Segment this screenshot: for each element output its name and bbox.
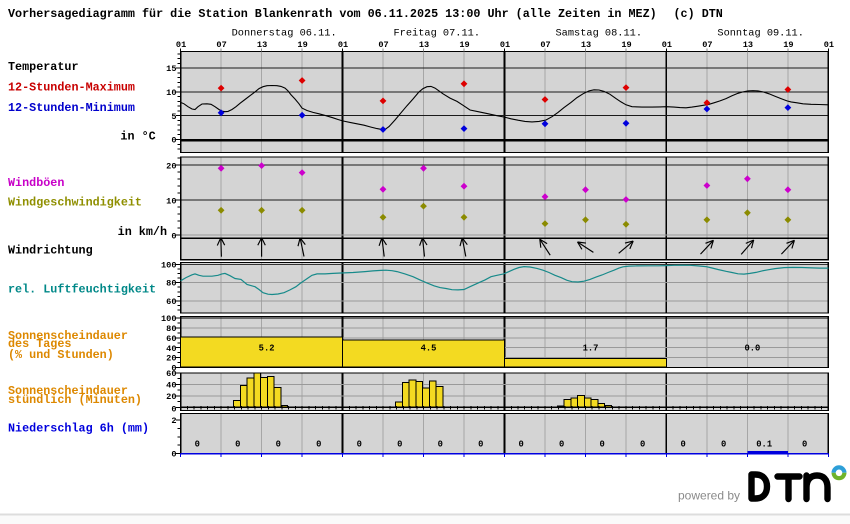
svg-text:01: 01 [500,40,510,50]
svg-text:0: 0 [316,440,321,450]
svg-text:19: 19 [459,40,469,50]
svg-text:Freitag 07.11.: Freitag 07.11. [394,28,481,40]
svg-text:Donnerstag 06.11.: Donnerstag 06.11. [232,28,337,40]
svg-text:Windgeschwindigkeit: Windgeschwindigkeit [8,196,142,210]
svg-text:0: 0 [721,440,726,450]
svg-text:0: 0 [171,450,176,460]
svg-text:01: 01 [338,40,348,50]
svg-text:(c) DTN: (c) DTN [674,7,723,21]
svg-text:0: 0 [171,405,176,415]
svg-text:07: 07 [540,40,550,50]
svg-text:0: 0 [397,440,402,450]
svg-text:0: 0 [478,440,483,450]
svg-text:Sonnenscheindauer: Sonnenscheindauer [8,329,128,343]
svg-text:12-Stunden-Minimum: 12-Stunden-Minimum [8,101,135,115]
svg-text:in °C: in °C [120,130,155,144]
svg-text:07: 07 [216,40,226,50]
svg-text:0: 0 [195,440,200,450]
svg-text:0: 0 [357,440,362,450]
svg-text:40: 40 [166,381,176,391]
svg-text:13: 13 [419,40,429,50]
svg-text:Samstag 08.11.: Samstag 08.11. [556,28,643,40]
svg-text:0: 0 [681,440,686,450]
svg-text:0: 0 [171,364,176,374]
svg-text:15: 15 [166,64,176,74]
svg-text:0: 0 [600,440,605,450]
svg-text:0: 0 [235,440,240,450]
svg-text:01: 01 [662,40,672,50]
svg-text:10: 10 [166,88,176,98]
svg-text:20: 20 [166,161,176,171]
svg-text:20: 20 [166,354,176,364]
svg-text:2: 2 [171,416,176,426]
svg-text:13: 13 [743,40,753,50]
svg-text:0: 0 [438,440,443,450]
svg-text:19: 19 [783,40,793,50]
svg-text:5: 5 [171,112,176,122]
svg-text:80: 80 [166,279,176,289]
svg-text:0.0: 0.0 [744,344,760,354]
svg-text:des Tages: des Tages [8,337,71,351]
svg-text:100: 100 [161,260,176,270]
svg-text:13: 13 [581,40,591,50]
svg-text:12-Stunden-Maximum: 12-Stunden-Maximum [8,81,135,95]
svg-text:Windrichtung: Windrichtung [8,244,93,258]
svg-text:60: 60 [166,369,176,379]
svg-text:0: 0 [276,440,281,450]
svg-text:60: 60 [166,334,176,344]
svg-text:5.2: 5.2 [259,344,275,354]
svg-text:4.5: 4.5 [421,344,437,354]
svg-text:19: 19 [297,40,307,50]
svg-text:01: 01 [176,40,186,50]
svg-text:(% und Stunden): (% und Stunden) [8,348,114,362]
svg-text:01: 01 [824,40,834,50]
svg-text:10: 10 [166,196,176,206]
svg-text:rel. Luftfeuchtigkeit: rel. Luftfeuchtigkeit [8,283,156,297]
svg-text:13: 13 [257,40,267,50]
svg-text:in km/h: in km/h [118,225,167,239]
svg-text:stündlich (Minuten): stündlich (Minuten) [8,393,142,407]
svg-text:100: 100 [161,314,176,324]
svg-text:Windböen: Windböen [8,176,64,190]
svg-text:80: 80 [166,324,176,334]
svg-text:0: 0 [519,440,524,450]
svg-text:Vorhersagediagramm für die Sta: Vorhersagediagramm für die Station Blank… [8,7,657,21]
svg-text:Temperatur: Temperatur [8,60,79,74]
svg-text:07: 07 [378,40,388,50]
svg-text:Niederschlag 6h (mm): Niederschlag 6h (mm) [8,422,149,436]
svg-text:Sonnenscheindauer: Sonnenscheindauer [8,384,128,398]
svg-text:0: 0 [640,440,645,450]
svg-text:0: 0 [802,440,807,450]
svg-text:Sonntag 09.11.: Sonntag 09.11. [717,28,804,40]
svg-text:1.7: 1.7 [583,344,599,354]
svg-text:07: 07 [702,40,712,50]
svg-text:60: 60 [166,297,176,307]
svg-text:powered by: powered by [678,489,740,503]
svg-text:0: 0 [559,440,564,450]
svg-text:40: 40 [166,344,176,354]
svg-text:0: 0 [171,136,176,146]
svg-text:19: 19 [621,40,631,50]
svg-text:20: 20 [166,392,176,402]
svg-text:0.1: 0.1 [756,440,772,450]
svg-text:0: 0 [171,231,176,241]
